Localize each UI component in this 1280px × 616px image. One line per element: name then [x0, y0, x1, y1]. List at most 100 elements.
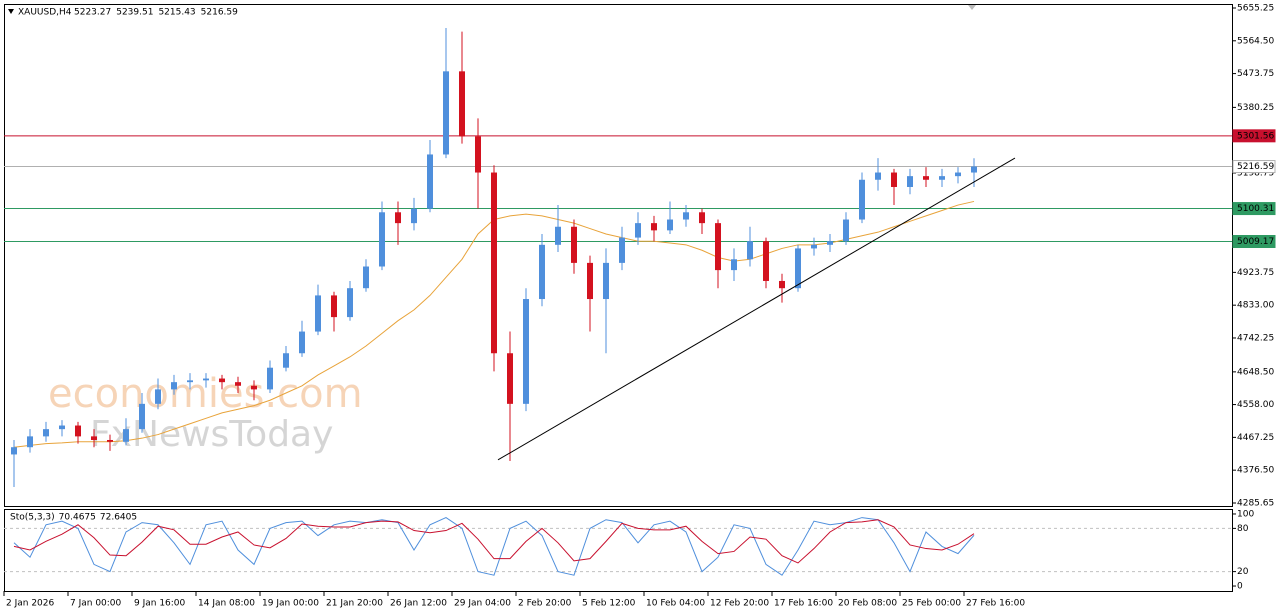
candle-body — [859, 179, 865, 220]
candle-body — [443, 71, 449, 155]
indicator-label: Sto(5,3,3) — [10, 513, 55, 523]
candle-body — [27, 436, 33, 448]
candle-body — [187, 380, 193, 383]
oscillator-line — [13, 519, 975, 564]
price-level-tag — [1232, 129, 1276, 143]
candle-body — [683, 212, 689, 220]
x-tick-label: 12 Feb 20:00 — [710, 599, 769, 609]
menu-arrow[interactable] — [8, 9, 14, 14]
candle-body — [795, 248, 801, 289]
candle-body — [811, 244, 817, 249]
candle-body — [171, 382, 177, 390]
candle-body — [107, 439, 113, 442]
candle-body — [459, 71, 465, 137]
ohlc-value: 5215.43 — [158, 8, 195, 18]
x-tick-label: 19 Jan 00:00 — [262, 599, 319, 609]
candle-body — [555, 226, 561, 245]
candle-body — [651, 223, 657, 231]
oscillator-panel — [4, 509, 1233, 592]
candle-body — [907, 176, 913, 187]
candle-body — [715, 223, 721, 271]
ohlc-value: 5239.51 — [116, 8, 153, 18]
candle-body — [667, 219, 673, 231]
x-tick-label: 9 Jan 16:00 — [134, 599, 186, 609]
candle-body — [747, 241, 753, 260]
candle-body — [363, 266, 369, 289]
watermark: FxNewsToday — [90, 414, 333, 455]
candle-body — [59, 425, 65, 430]
price-level-label: 5216.59 — [1237, 162, 1274, 172]
candle-body — [379, 212, 385, 267]
shift-marker — [968, 5, 976, 10]
candle-body — [539, 244, 545, 300]
candle-body — [43, 429, 49, 437]
y-tick-label: 0 — [1237, 582, 1243, 592]
candle-body — [891, 172, 897, 187]
x-tick-label: 5 Feb 12:00 — [582, 599, 636, 609]
x-tick-label: 20 Feb 08:00 — [838, 599, 897, 609]
candle-body — [139, 403, 145, 430]
candle-body — [251, 385, 257, 390]
price-level-tag — [1232, 160, 1276, 174]
price-level-label: 5100.31 — [1237, 204, 1274, 214]
candle-body — [235, 382, 241, 386]
price-level-tag — [1232, 202, 1276, 216]
candle-body — [395, 212, 401, 224]
x-tick-label: 29 Jan 04:00 — [454, 599, 511, 609]
candle-body — [155, 389, 161, 404]
x-tick-label: 26 Jan 12:00 — [390, 599, 447, 609]
candle-body — [267, 367, 273, 390]
y-tick-label: 20 — [1237, 567, 1249, 577]
y-tick-label: 4376.50 — [1237, 466, 1274, 476]
main-panel — [4, 4, 1233, 507]
candle-body — [939, 176, 945, 180]
price-level-label: 5301.56 — [1237, 131, 1274, 141]
candle-body — [299, 331, 305, 354]
candle-body — [347, 288, 353, 318]
candle-body — [827, 241, 833, 245]
candle-body — [491, 172, 497, 354]
x-tick-label: 25 Feb 00:00 — [902, 599, 961, 609]
watermark: economies.com — [48, 371, 363, 417]
x-tick-label: 14 Jan 08:00 — [198, 599, 255, 609]
y-tick-label: 4467.25 — [1237, 433, 1274, 443]
y-tick-label: 100 — [1237, 509, 1254, 519]
candle-body — [283, 353, 289, 368]
candle-body — [75, 425, 81, 437]
candle-body — [315, 295, 321, 332]
candle-body — [427, 154, 433, 209]
y-tick-label: 4923.75 — [1237, 268, 1274, 278]
price-level-tag — [1232, 235, 1276, 249]
candle-body — [843, 219, 849, 242]
y-tick-label: 5198.75 — [1237, 168, 1274, 178]
candle-body — [619, 237, 625, 263]
y-tick-label: 5473.75 — [1237, 69, 1274, 79]
candle-body — [635, 223, 641, 238]
y-tick-label: 80 — [1237, 524, 1249, 534]
x-tick-label: 27 Feb 16:00 — [966, 599, 1025, 609]
candle-body — [475, 136, 481, 173]
y-tick-label: 5655.25 — [1237, 3, 1274, 13]
oscillator-line — [13, 517, 975, 576]
candle-body — [971, 166, 977, 173]
price-level-label: 5009.17 — [1237, 237, 1274, 247]
candle-body — [731, 259, 737, 271]
candle-body — [779, 280, 785, 289]
x-tick-label: 17 Feb 16:00 — [774, 599, 833, 609]
ohlc-value: 5216.59 — [201, 8, 238, 18]
x-tick-label: 2 Feb 20:00 — [518, 599, 572, 609]
y-tick-label: 5564.50 — [1237, 36, 1274, 46]
candle-body — [523, 299, 529, 404]
candle-body — [955, 172, 961, 177]
candle-body — [875, 172, 881, 180]
y-tick-label: 4742.25 — [1237, 333, 1274, 343]
candle-body — [923, 176, 929, 180]
candle-body — [203, 378, 209, 381]
x-tick-label: 2 Jan 2026 — [6, 599, 54, 609]
symbol-label: XAUUSD,H4 — [18, 8, 72, 18]
indicator-value: 72.6405 — [100, 513, 137, 523]
candle-body — [123, 429, 129, 442]
candle-body — [331, 295, 337, 318]
candle-body — [11, 447, 17, 455]
